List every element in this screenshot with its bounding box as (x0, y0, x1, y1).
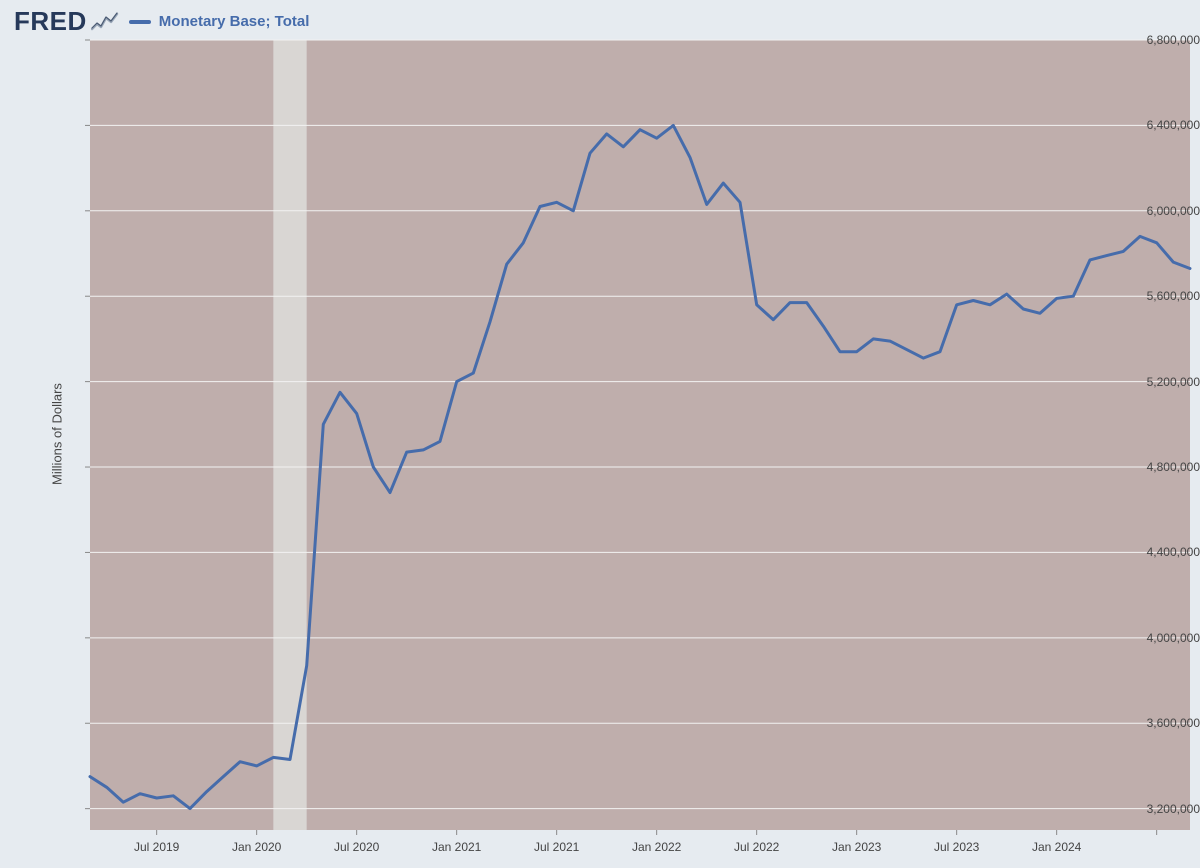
y-tick-label: 4,800,000 (1120, 460, 1200, 474)
x-tick-label: Jul 2020 (334, 840, 379, 854)
x-tick-label: Jul 2022 (734, 840, 779, 854)
x-tick-label: Jul 2019 (134, 840, 179, 854)
y-tick-label: 6,000,000 (1120, 204, 1200, 218)
y-tick-label: 5,600,000 (1120, 289, 1200, 303)
x-tick-label: Jul 2021 (534, 840, 579, 854)
x-tick-label: Jan 2021 (432, 840, 481, 854)
y-tick-label: 3,600,000 (1120, 716, 1200, 730)
y-tick-label: 4,000,000 (1120, 631, 1200, 645)
chart-area: Millions of Dollars 3,200,000 3,600,000 4,… (0, 0, 1200, 868)
chart-svg (0, 0, 1200, 868)
x-tick-label: Jan 2022 (632, 840, 681, 854)
y-tick-label: 5,200,000 (1120, 375, 1200, 389)
y-tick-label: 6,800,000 (1120, 33, 1200, 47)
x-tick-label: Jan 2023 (832, 840, 881, 854)
y-tick-label: 4,400,000 (1120, 545, 1200, 559)
x-tick-label: Jan 2020 (232, 840, 281, 854)
x-tick-label: Jan 2024 (1032, 840, 1081, 854)
y-tick-label: 3,200,000 (1120, 802, 1200, 816)
y-axis-title: Millions of Dollars (49, 383, 64, 485)
y-tick-label: 6,400,000 (1120, 118, 1200, 132)
x-tick-label: Jul 2023 (934, 840, 979, 854)
